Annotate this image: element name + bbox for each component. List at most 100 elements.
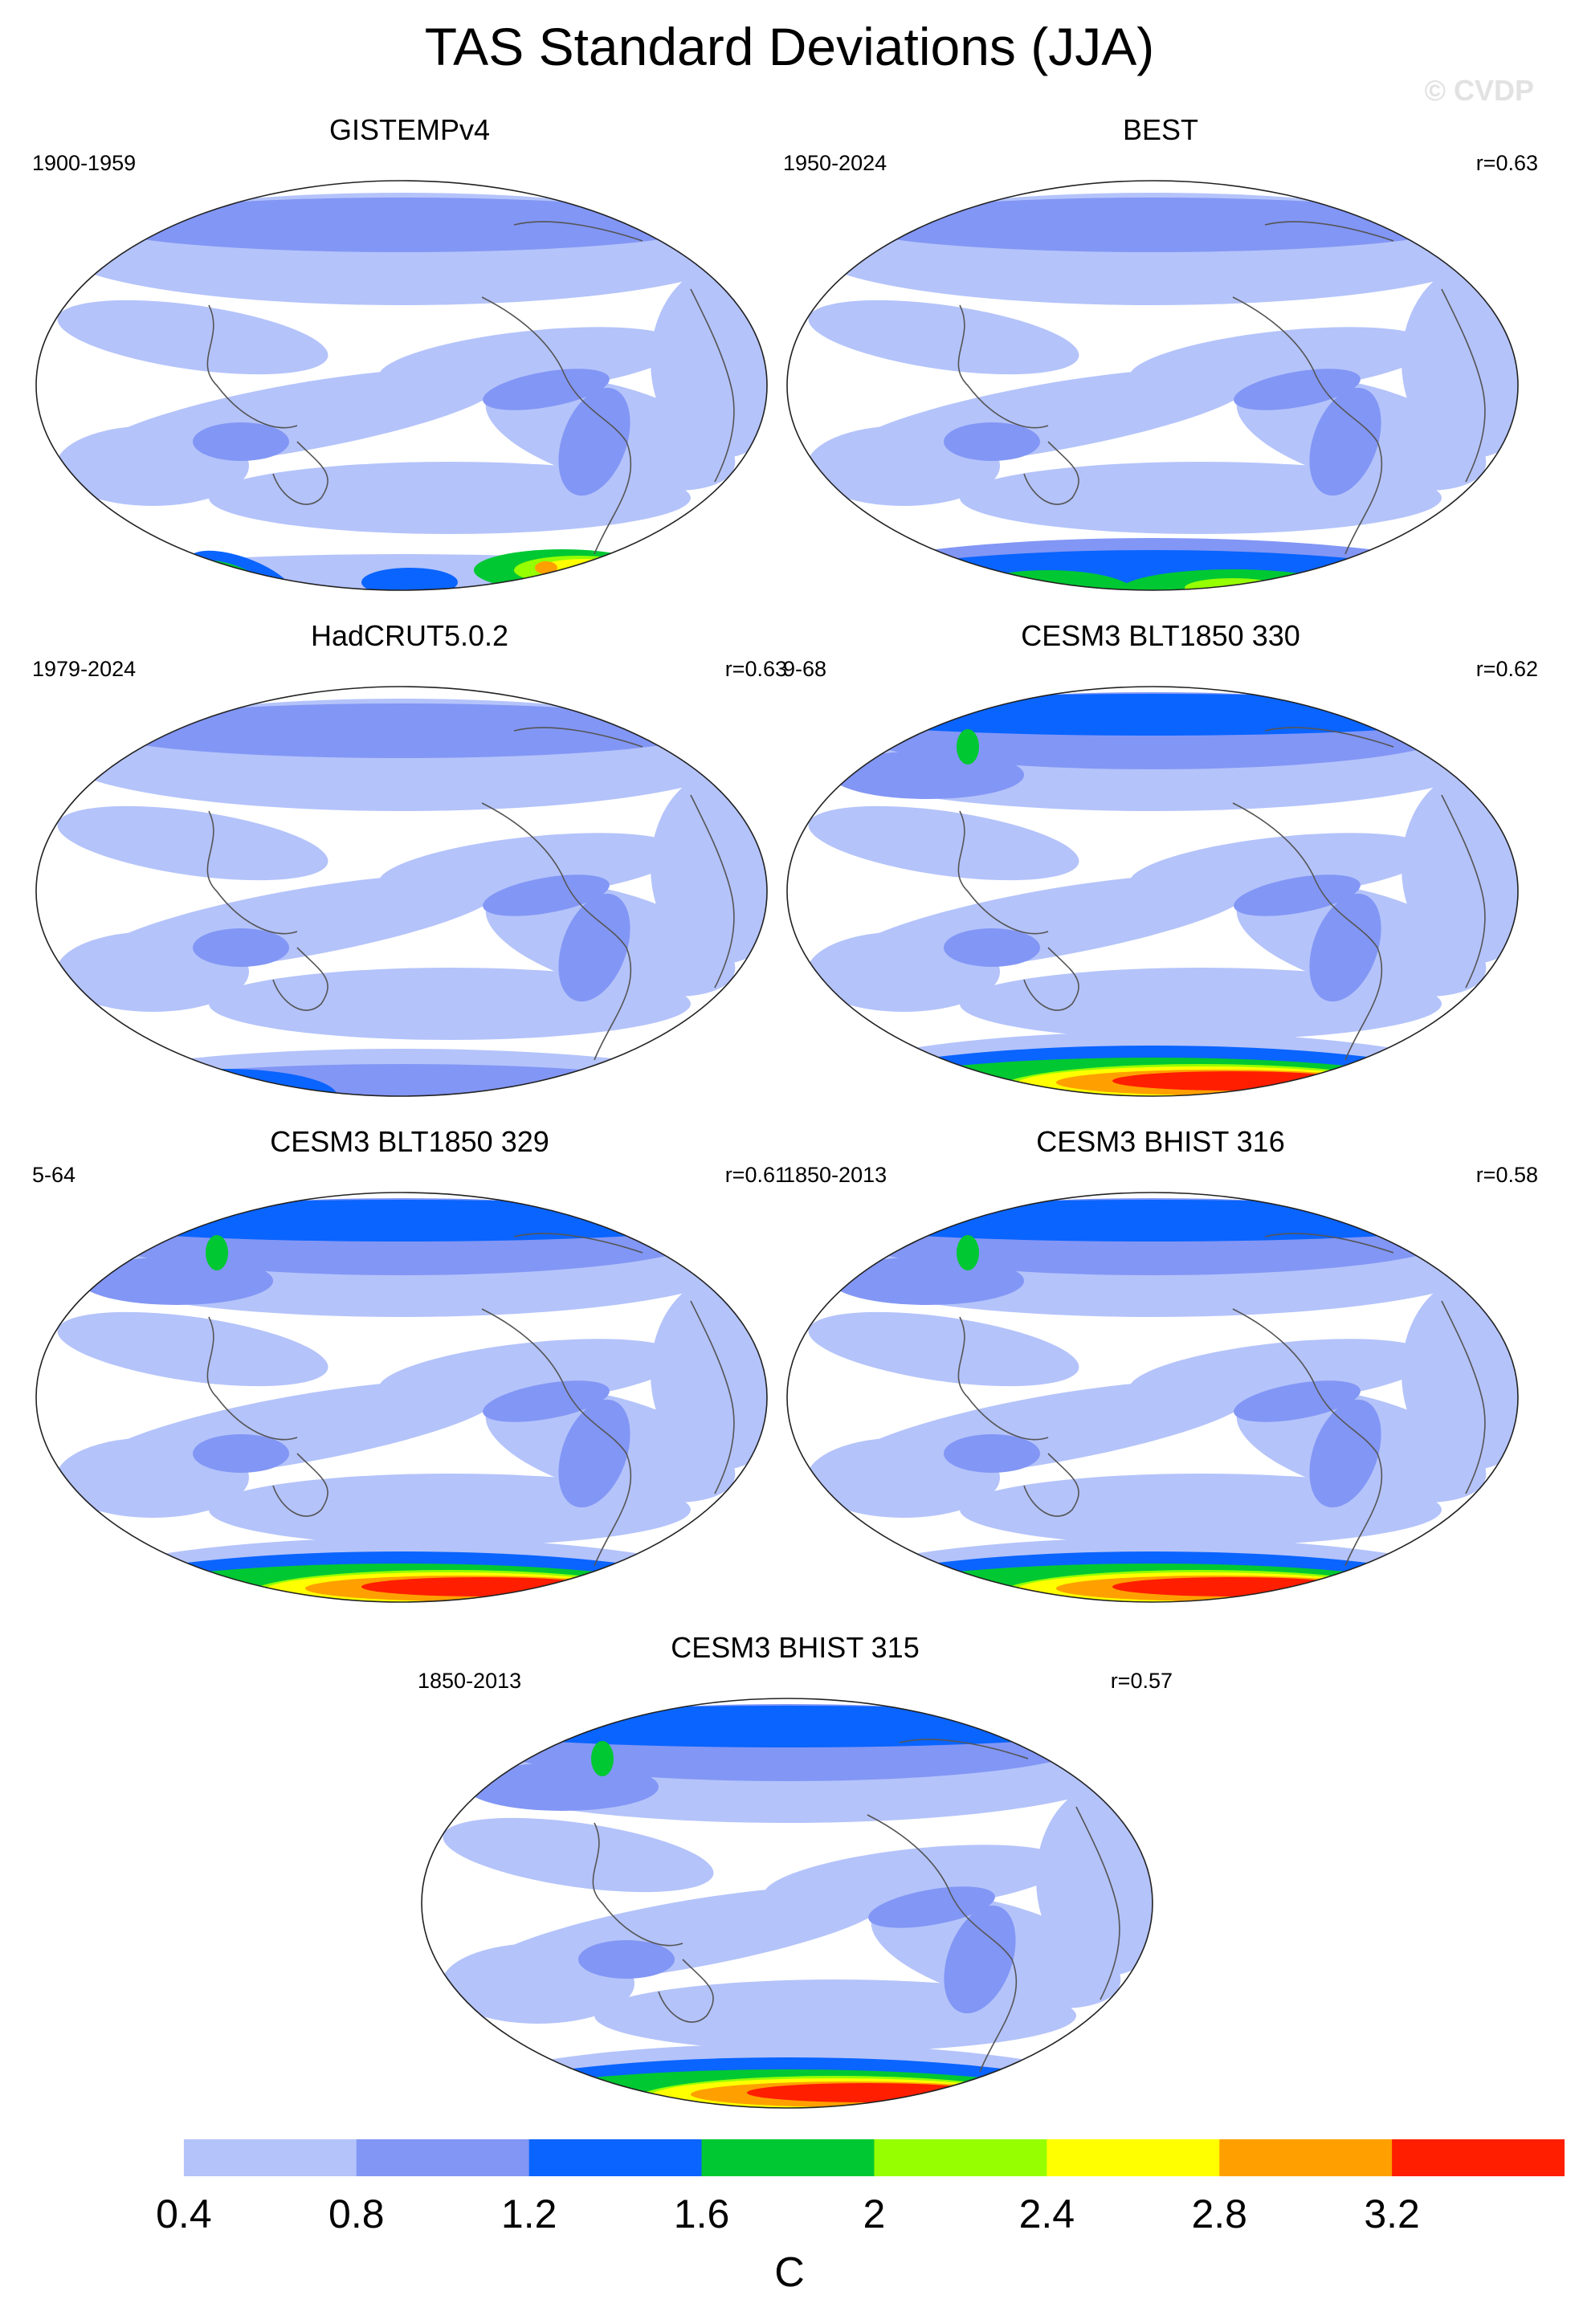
coastline — [1232, 1308, 1383, 1567]
std-field-region — [161, 1590, 305, 1602]
coastline — [1264, 221, 1394, 242]
colorbar-unit: C — [774, 2249, 805, 2296]
colorbar-tick-label: 2.4 — [1018, 2191, 1075, 2236]
std-field-region — [912, 1590, 1056, 1602]
world-map — [786, 1192, 1519, 1603]
std-field-region — [1385, 576, 1434, 589]
std-field-region — [944, 422, 1040, 461]
std-field-region — [957, 729, 979, 764]
std-field-region — [558, 893, 630, 1002]
coastline — [1264, 727, 1394, 748]
std-field-region — [847, 198, 1458, 252]
watermark: © CVDP — [1424, 74, 1534, 107]
panel-correlation: r=0.63 — [1475, 151, 1538, 175]
std-field-region — [912, 1084, 1056, 1096]
std-field-region — [64, 1200, 739, 1242]
std-field-region — [591, 1741, 614, 1776]
std-field-region — [594, 1979, 1076, 2052]
colorbar-tick-label: 1.6 — [673, 2191, 730, 2236]
std-field-region — [48, 1064, 755, 1096]
coastline — [481, 296, 632, 555]
colorbar-swatch — [11, 2139, 185, 2176]
coastline — [690, 288, 735, 483]
panel-period: 1979-2024 — [32, 657, 137, 681]
std-field-region — [1234, 369, 1361, 410]
world-map — [421, 1698, 1153, 2109]
panel-correlation: r=0.58 — [1475, 1163, 1538, 1187]
coastline — [690, 1300, 735, 1494]
panel-title: CESM3 BHIST 315 — [671, 1631, 920, 1664]
std-field-region — [193, 1434, 289, 1473]
coastline — [206, 1316, 298, 1441]
map-field — [787, 181, 1518, 590]
colorbar-swatch — [874, 2139, 1047, 2176]
world-map — [786, 180, 1519, 591]
panel-period: 1850-2013 — [783, 1163, 887, 1187]
colorbar-swatch — [356, 2139, 530, 2176]
coastline — [690, 794, 735, 989]
std-field-region — [226, 573, 256, 590]
figure-title: TAS Standard Deviations (JJA) — [424, 17, 1155, 76]
coastline — [206, 810, 298, 935]
std-field-region — [514, 1083, 610, 1096]
coastline — [1441, 288, 1486, 483]
std-field-region — [96, 703, 707, 758]
coastline — [1441, 794, 1486, 989]
map-panel: BEST 1950-2024 r=0.63 — [783, 112, 1538, 594]
panel-period: 9-68 — [783, 657, 827, 681]
std-field-region — [466, 1763, 659, 1811]
std-field-region — [558, 387, 630, 496]
std-field-region — [57, 1311, 328, 1387]
map-field — [36, 181, 767, 590]
colorbar-swatch — [1219, 2139, 1393, 2176]
std-field-region — [960, 1474, 1442, 1546]
std-field-region — [57, 300, 328, 375]
panel-title: CESM3 BLT1850 330 — [1021, 619, 1300, 652]
std-field-region — [206, 1235, 228, 1270]
colorbar-swatch — [183, 2139, 357, 2176]
std-field-region — [535, 561, 557, 574]
std-field-region — [578, 1940, 675, 1979]
std-field-region — [831, 1257, 1024, 1305]
world-map — [35, 686, 768, 1097]
map-field — [787, 687, 1518, 1096]
map-outline — [421, 1698, 1153, 2109]
std-field-region — [546, 2096, 691, 2108]
coastline — [481, 802, 632, 1061]
std-field-region — [815, 694, 1490, 736]
colorbar-tick-label: 2 — [863, 2191, 886, 2236]
coastline — [272, 1453, 328, 1517]
std-field-region — [209, 1474, 691, 1546]
coastline — [481, 1308, 632, 1567]
coastline — [957, 810, 1049, 935]
std-field-region — [960, 968, 1442, 1040]
panel-period: 1900-1959 — [32, 151, 137, 175]
map-outline — [35, 180, 768, 591]
coastline — [513, 1233, 643, 1254]
std-field-region — [193, 928, 289, 967]
map-field — [36, 687, 767, 1096]
colorbar-swatch — [1392, 2139, 1565, 2176]
std-field-region — [450, 1706, 1124, 1747]
std-field-region — [1234, 875, 1361, 916]
colorbar-tick-label: 3.2 — [1364, 2191, 1420, 2236]
coastline — [1441, 1300, 1486, 1494]
map-outline — [35, 1192, 768, 1603]
colorbar-swatch — [701, 2139, 875, 2176]
map-panel: GISTEMPv4 1900-1959 — [32, 112, 787, 594]
coastline — [1023, 441, 1079, 505]
panel-correlation: r=0.63 — [724, 657, 787, 681]
panel-correlation: r=0.61 — [724, 1163, 787, 1187]
panel-period: 5-64 — [32, 1163, 76, 1187]
colorbar-tick-label: 2.8 — [1191, 2191, 1247, 2236]
std-field-region — [1309, 893, 1381, 1002]
coastline — [513, 221, 643, 242]
map-field — [422, 1698, 1153, 2108]
std-field-region — [209, 968, 691, 1040]
colorbar — [11, 2139, 1565, 2176]
colorbar-tick-labels: 0.4 0.8 1.2 1.6 2 2.4 2.8 3.2 — [0, 2191, 1579, 2239]
coastline — [957, 304, 1049, 429]
coastline — [1023, 947, 1079, 1011]
std-field-region — [944, 1905, 1016, 2014]
std-field-region — [483, 1380, 610, 1422]
